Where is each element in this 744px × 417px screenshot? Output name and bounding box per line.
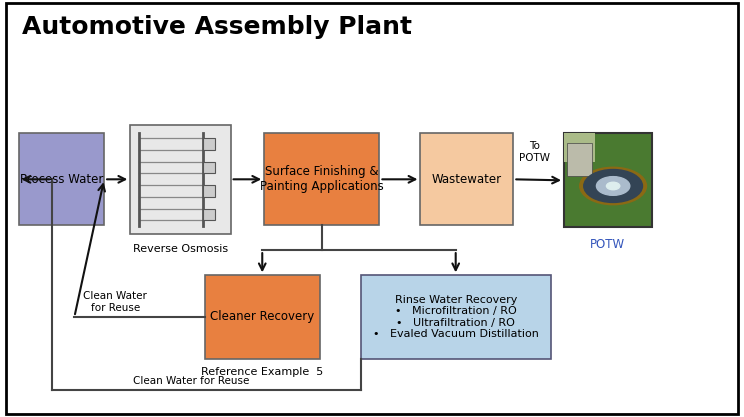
FancyBboxPatch shape bbox=[203, 138, 215, 150]
Text: Surface Finishing &
Painting Applications: Surface Finishing & Painting Application… bbox=[260, 165, 384, 193]
Text: Clean Water
for Reuse: Clean Water for Reuse bbox=[83, 291, 147, 313]
Text: Wastewater: Wastewater bbox=[432, 173, 502, 186]
Text: Clean Water for Reuse: Clean Water for Reuse bbox=[133, 376, 249, 386]
FancyBboxPatch shape bbox=[203, 162, 215, 173]
FancyBboxPatch shape bbox=[567, 143, 591, 176]
Circle shape bbox=[584, 170, 643, 202]
Text: Reference Example  5: Reference Example 5 bbox=[201, 367, 324, 377]
FancyBboxPatch shape bbox=[564, 133, 594, 161]
FancyBboxPatch shape bbox=[420, 133, 513, 225]
Text: POTW: POTW bbox=[590, 238, 626, 251]
Text: Automotive Assembly Plant: Automotive Assembly Plant bbox=[22, 15, 412, 39]
Circle shape bbox=[597, 177, 630, 195]
Text: Process Water: Process Water bbox=[19, 173, 103, 186]
FancyBboxPatch shape bbox=[361, 275, 551, 359]
FancyBboxPatch shape bbox=[564, 133, 652, 227]
FancyBboxPatch shape bbox=[203, 208, 215, 220]
FancyBboxPatch shape bbox=[6, 3, 738, 414]
FancyBboxPatch shape bbox=[130, 125, 231, 234]
Circle shape bbox=[606, 182, 620, 190]
Text: Rinse Water Recovery
•   Microfiltration / RO
•   Ultrafiltration / RO
•   Evale: Rinse Water Recovery • Microfiltration /… bbox=[373, 294, 539, 339]
FancyBboxPatch shape bbox=[205, 275, 320, 359]
FancyBboxPatch shape bbox=[203, 185, 215, 197]
FancyBboxPatch shape bbox=[19, 133, 104, 225]
Text: Cleaner Recovery: Cleaner Recovery bbox=[210, 310, 315, 324]
FancyBboxPatch shape bbox=[264, 133, 379, 225]
Text: Reverse Osmosis: Reverse Osmosis bbox=[133, 244, 228, 254]
Text: To
POTW: To POTW bbox=[519, 141, 551, 163]
Circle shape bbox=[580, 167, 647, 205]
